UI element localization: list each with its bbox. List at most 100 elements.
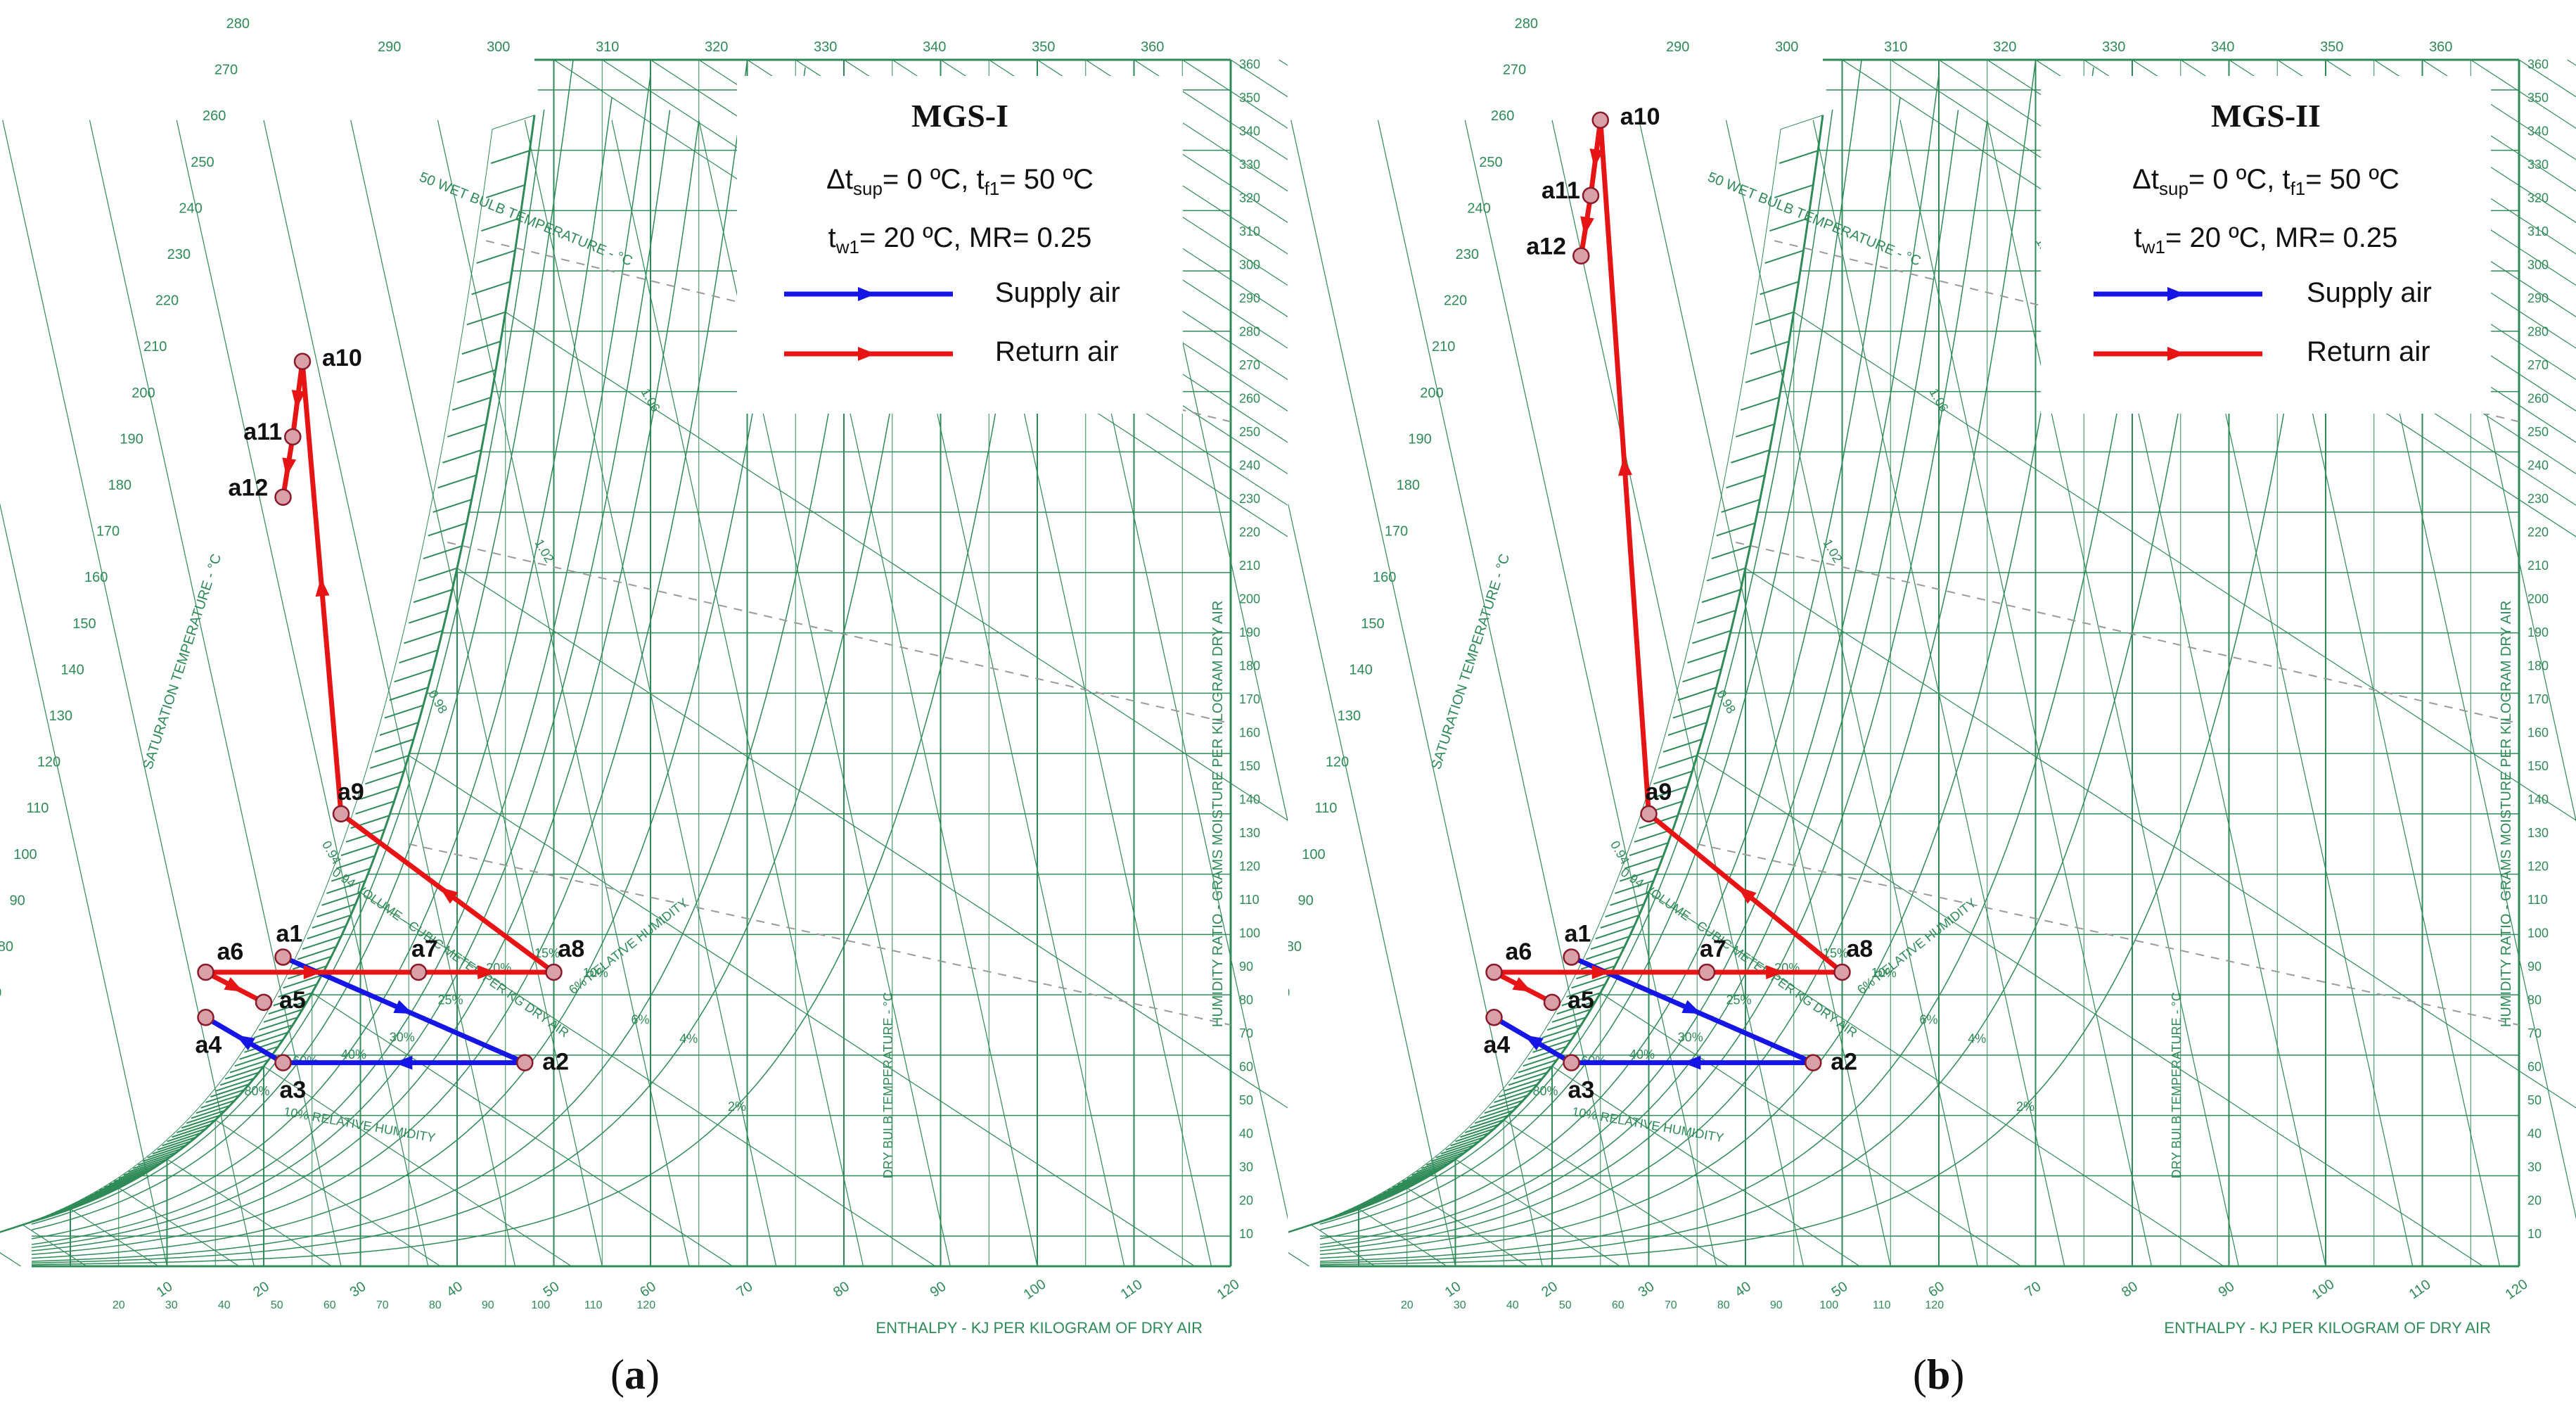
legend-box: MGS-I Δtsup= 0 ºC, tf1= 50 ºC tw1= 20 ºC… [737, 76, 1183, 414]
rh-percent-label: 4% [1968, 1031, 1986, 1045]
enthalpy-bottom-tick-label: 100 [1819, 1299, 1838, 1311]
humidity-tick-label: 150 [2527, 759, 2549, 773]
enthalpy-left-tick-label: 210 [143, 339, 167, 355]
humidity-tick-label: 210 [2527, 559, 2549, 573]
volume-line [89, 120, 342, 1267]
hatch-line [360, 785, 399, 800]
humidity-tick-label: 20 [1239, 1194, 1253, 1208]
enthalpy-left-tick-label: 190 [120, 431, 143, 447]
supply-air-path-arrow [1524, 1035, 1544, 1051]
hatch-line [84, 1185, 124, 1199]
volume-line [1812, 120, 2065, 1267]
humidity-tick-label: 70 [1239, 1026, 1253, 1040]
hatch-line [1585, 945, 1625, 960]
state-point-marker [274, 948, 292, 966]
hatch-line [1411, 1161, 1451, 1176]
hatch-line [1687, 649, 1726, 664]
hatch-line [413, 589, 453, 604]
hatch-line [1494, 1089, 1533, 1104]
hatch-line [1701, 589, 1741, 604]
hatch-line [1769, 217, 1809, 232]
humidity-tick-label: 160 [1239, 726, 1260, 740]
grid-layer [1288, 58, 2576, 1268]
hatch-line [428, 522, 468, 537]
hatch-line [263, 1008, 303, 1023]
enthalpy-axis-title-bottom: ENTHALPY - KJ PER KILOGRAM OF DRY AIR [2164, 1319, 2491, 1337]
hatch-line [1489, 1094, 1528, 1109]
hatch-line [1464, 1119, 1504, 1133]
rh-percent-label: 40% [1629, 1047, 1655, 1062]
hatch-line [302, 936, 342, 950]
state-point-marker [1563, 948, 1580, 966]
hatch-line [355, 800, 395, 815]
rh-percent-label: 10% [1871, 966, 1897, 980]
supply-air-label: Supply air [995, 277, 1120, 308]
enthalpy-top-tick-label: 360 [2429, 39, 2452, 55]
enthalpy-bottom-tick-label: 40 [1506, 1299, 1519, 1311]
hatch-line [394, 668, 433, 683]
state-point-marker [1572, 247, 1590, 265]
state-point-marker [1543, 993, 1561, 1012]
hatch-line [340, 842, 380, 857]
enthalpy-bottom-tick-label: 120 [636, 1299, 655, 1311]
dry-bulb-tick-label: 90 [2216, 1279, 2238, 1301]
hatch-line [205, 1089, 245, 1104]
hatch-line [200, 1094, 240, 1109]
humidity-tick-label: 310 [2527, 224, 2549, 238]
state-point-marker [274, 1054, 292, 1071]
enthalpy-left-tick-label: 150 [72, 616, 96, 632]
hatch-line [1479, 1104, 1519, 1119]
enthalpy-left-tick-label: 100 [1302, 847, 1325, 862]
return-air-path-arrow [282, 457, 297, 477]
rh-curve [31, 81, 942, 1264]
dry-bulb-tick-label: 20 [1539, 1279, 1561, 1301]
dry-bulb-tick-label: 80 [831, 1279, 852, 1301]
enthalpy-left-tick-label: 200 [132, 386, 155, 401]
wet-bulb-line [1793, 312, 2576, 821]
hatch-line [1392, 1173, 1432, 1188]
humidity-tick-label: 230 [2527, 492, 2549, 506]
enthalpy-top-tick-label: 290 [1666, 39, 1689, 55]
return-air-label: Return air [2307, 336, 2430, 367]
humidity-tick-label: 100 [1239, 926, 1260, 941]
legend-title: MGS-II [2211, 98, 2321, 134]
hatch-line [447, 423, 487, 438]
hatch-line [1469, 1114, 1509, 1129]
enthalpy-left-tick-label: 240 [1467, 200, 1490, 216]
hatch-line [476, 250, 515, 264]
hatch-line [1595, 925, 1635, 940]
state-point-marker [545, 963, 563, 981]
volume-line [437, 120, 690, 1267]
enthalpy-top-tick-label: 290 [378, 39, 401, 55]
humidity-tick-label: 170 [2527, 692, 2549, 706]
rh-percent-label: 15% [534, 946, 560, 960]
enthalpy-left-tick-label: 240 [179, 200, 202, 216]
hatch-line [1648, 785, 1688, 800]
volume-line [263, 120, 516, 1267]
return-air-path-arrow [303, 964, 322, 979]
enthalpy-top-tick-label: 330 [2102, 39, 2125, 55]
humidity-tick-label: 130 [2527, 826, 2549, 840]
hatch-line [147, 1144, 187, 1159]
enthalpy-left-tick-label: 130 [49, 708, 72, 724]
enthalpy-bottom-tick-label: 60 [323, 1299, 336, 1311]
volume-line [2, 120, 255, 1267]
hatch-line [1706, 567, 1746, 582]
volume-label: 0.98 [1714, 687, 1738, 715]
hatch-line [172, 1123, 211, 1138]
supply-air-path-arrow [393, 1000, 414, 1014]
rh-curve [31, 97, 613, 1240]
hatch-line [1421, 1155, 1461, 1169]
rh-curve [1319, 60, 1862, 1230]
hatch-line [1735, 423, 1775, 438]
wet-bulb-line [1406, 1187, 1528, 1267]
return-air-path-arrow [478, 964, 496, 979]
enthalpy-bottom-tick-label: 80 [429, 1299, 442, 1311]
rh-curve [31, 60, 574, 1230]
wet-bulb-line [1745, 568, 2576, 1109]
hatch-line [210, 1083, 250, 1098]
state-point-label: a10 [1620, 103, 1660, 130]
hatch-line [89, 1182, 129, 1197]
humidity-tick-label: 220 [1239, 526, 1260, 540]
wet-bulb-line [0, 1252, 21, 1267]
